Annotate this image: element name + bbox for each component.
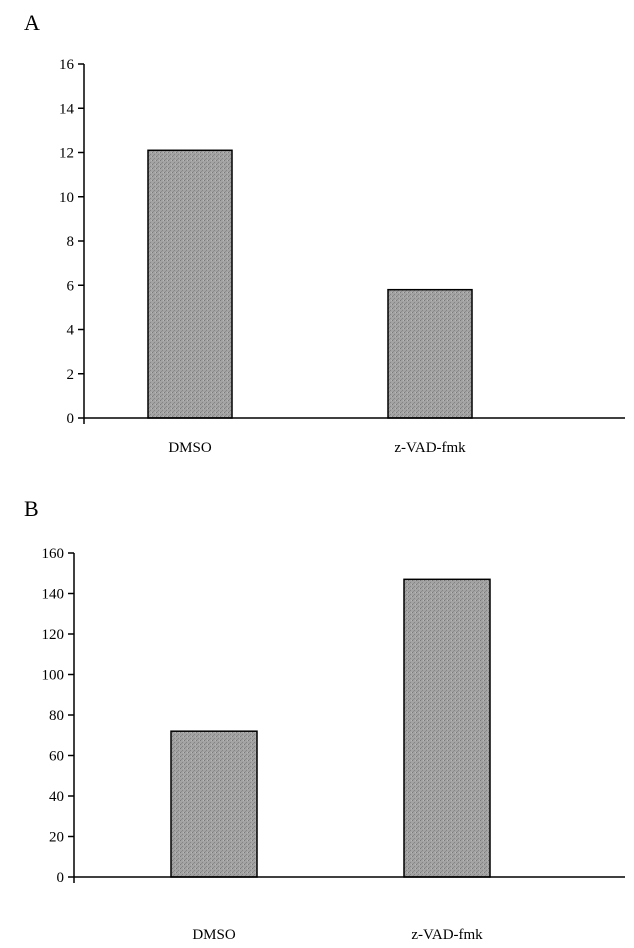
bar-z-vad-fmk [387,288,473,419]
panel-label: B [24,496,39,521]
y-tick-label: 2 [67,367,75,383]
chart-panel-a: A 0 2 4 6 8 10 12 14 16 DMSO z-VAD-fmk [24,10,625,456]
y-tick-label: 6 [67,278,75,294]
y-tick-label: 20 [49,830,64,846]
y-tick-label: 16 [59,57,75,73]
y-tick-label: 60 [49,749,64,765]
y-tick-label: 4 [67,323,75,339]
x-category-label: z-VAD-fmk [411,927,483,943]
chart-panel-b: B 0 20 40 60 80 100 120 140 160 DMSO z-VAD-fmk [24,496,625,943]
y-tick-label: 8 [67,234,75,250]
bar-dmso [147,149,233,419]
y-tick-label: 120 [42,627,65,643]
y-tick-label: 100 [42,668,65,684]
bar-z-vad-fmk [403,578,491,878]
y-tick-label: 14 [59,101,75,117]
x-category-label: DMSO [168,440,212,456]
x-category-label: DMSO [192,927,236,943]
x-category-label: z-VAD-fmk [394,440,466,456]
y-tick-label: 140 [42,587,65,603]
y-tick-label: 40 [49,789,64,805]
y-tick-label: 12 [59,146,74,162]
y-tick-label: 80 [49,708,64,724]
bar-dmso [170,730,258,878]
panel-label: A [24,10,40,35]
y-tick-label: 10 [59,190,74,206]
y-tick-label: 160 [42,546,65,562]
y-tick-label: 0 [57,870,65,886]
y-tick-label: 0 [67,411,75,427]
